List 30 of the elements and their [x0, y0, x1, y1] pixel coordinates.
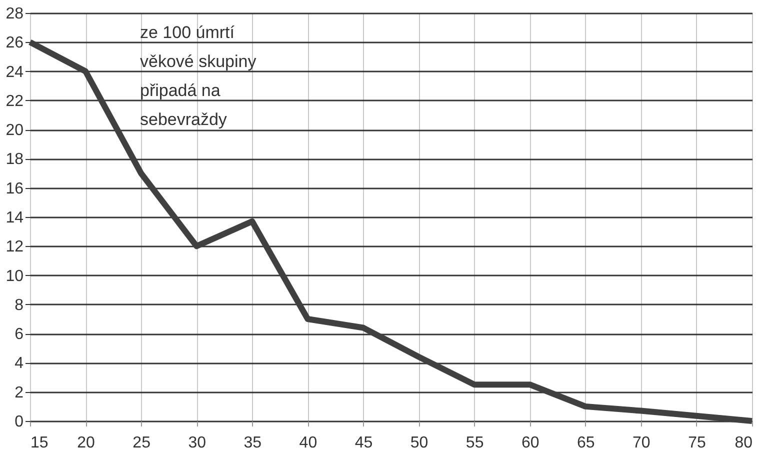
y-tick-label: 26: [6, 34, 24, 52]
y-tick-label: 10: [6, 268, 24, 285]
y-tick-label: 4: [14, 355, 24, 372]
x-tick-label: 80: [734, 434, 753, 452]
x-tick-label: 35: [244, 434, 262, 452]
x-tick-label: 25: [132, 434, 151, 452]
y-tick-label: 2: [14, 384, 24, 402]
x-tick-label: 30: [188, 434, 206, 452]
y-tick-label: 12: [6, 238, 24, 256]
x-tick-label: 65: [576, 434, 595, 452]
annotation: ze 100 úmrtí věkové skupiny připadá na sebevraždy: [140, 23, 257, 129]
x-tick-label: 60: [521, 434, 540, 452]
y-tick-label: 28: [6, 6, 24, 22]
x-tick-label: 20: [77, 434, 96, 452]
x-tick-label: 55: [466, 434, 484, 452]
x-tick-label: 40: [299, 434, 318, 452]
y-tick-label: 18: [6, 151, 24, 168]
y-tick-label: 20: [6, 122, 24, 140]
y-tick-label: 22: [6, 92, 24, 110]
x-tick-label: 50: [410, 434, 428, 452]
y-tick-label: 14: [6, 210, 24, 226]
x-tick-label: 70: [632, 434, 650, 452]
x-tick-label: 15: [30, 434, 48, 452]
y-tick-label: 8: [14, 296, 24, 314]
y-tick-label: 24: [6, 64, 24, 81]
y-tick-label: 6: [14, 326, 24, 344]
x-tick-label: 45: [354, 434, 373, 452]
x-tick-label: 75: [688, 434, 706, 452]
y-tick-label: 0: [14, 414, 24, 430]
y-tick-label: 16: [6, 180, 24, 198]
